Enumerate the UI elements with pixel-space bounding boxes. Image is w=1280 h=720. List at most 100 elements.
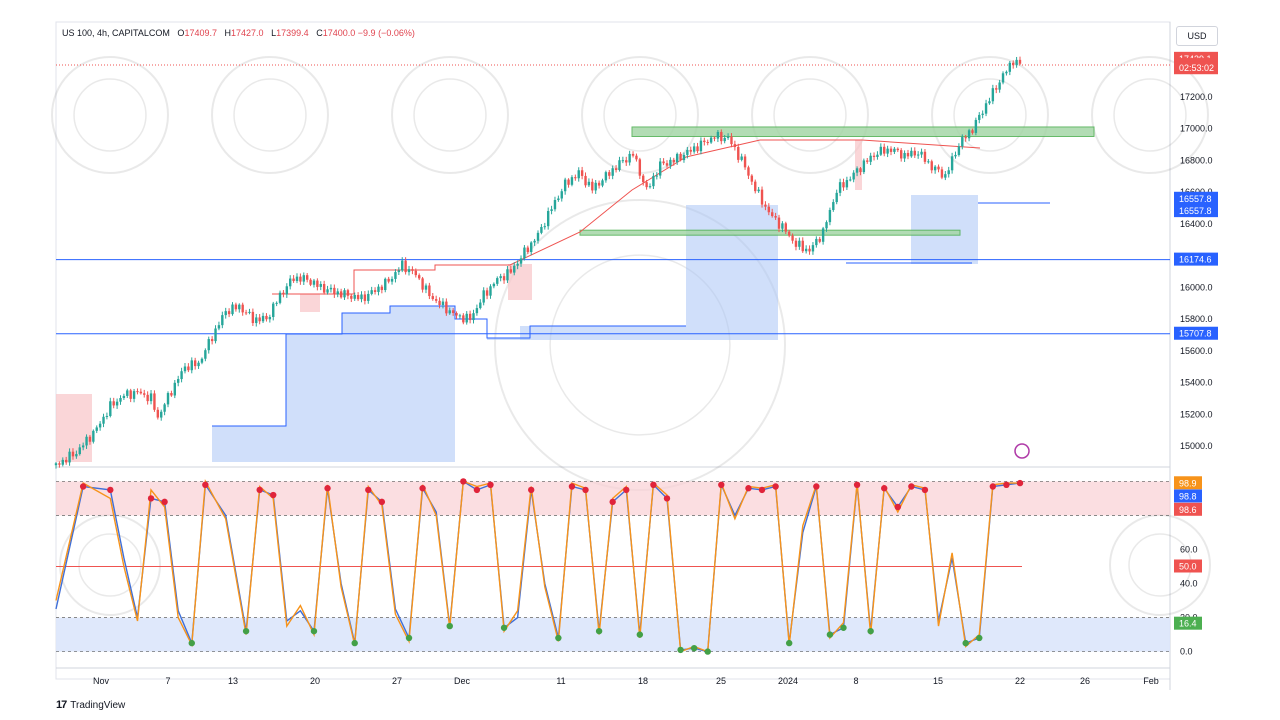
candle (944, 171, 947, 181)
candle-body (889, 148, 893, 152)
candle (764, 201, 767, 211)
candle (272, 301, 275, 321)
candle-body (367, 293, 370, 301)
candle-body (1008, 62, 1012, 72)
candle (295, 273, 299, 284)
candle-body (210, 339, 214, 342)
overbought-marker (1003, 481, 1010, 489)
oscillator-tag-box (1174, 489, 1202, 503)
candle (421, 276, 424, 293)
candle-body (733, 144, 737, 148)
candle-body (655, 175, 659, 177)
change-value: −9.9 (−0.06%) (357, 28, 415, 38)
tradingview-label: TradingView (70, 699, 126, 711)
candle (774, 212, 777, 220)
candle-body (967, 130, 971, 139)
candle-body (289, 278, 292, 287)
candle-body (221, 315, 224, 326)
oversold-marker (636, 631, 644, 638)
price-tag-label: 16174.6 (1179, 255, 1212, 265)
candle (451, 308, 455, 316)
candle (350, 293, 353, 303)
time-tick-label: 13 (228, 676, 238, 686)
candle-body (136, 391, 139, 393)
candle-body (112, 401, 115, 406)
candle (964, 134, 967, 142)
candle-body (356, 294, 360, 300)
watermark-ring (51, 56, 169, 174)
candle (523, 245, 526, 261)
overbought-marker (161, 498, 168, 506)
candle (190, 357, 193, 374)
candle (625, 156, 628, 166)
candle-body (496, 278, 499, 284)
candle-body (465, 313, 468, 323)
time-tick-label: Nov (93, 676, 110, 686)
candle-body (584, 175, 587, 186)
candle (170, 390, 173, 397)
candle (828, 207, 832, 226)
overbought-marker (989, 483, 997, 490)
candle-body (445, 301, 448, 314)
watermark-inner-ring (1113, 78, 1187, 152)
candle-body (319, 284, 322, 287)
candle-body (872, 155, 876, 157)
oversold-band (56, 617, 1170, 652)
candle (302, 272, 305, 286)
candle (713, 136, 716, 142)
candle-body (468, 313, 472, 321)
candle (292, 275, 295, 283)
candle (431, 292, 434, 301)
candle (278, 290, 282, 305)
candle-body (720, 131, 723, 142)
overbought-marker (79, 483, 87, 490)
candle (519, 255, 523, 267)
candle (370, 286, 373, 296)
candle (672, 157, 675, 166)
overbought-marker (324, 485, 331, 492)
candle (207, 336, 210, 354)
candle (957, 143, 961, 157)
candle-body (614, 168, 618, 171)
price-tag-box (1174, 61, 1218, 75)
candle (516, 260, 519, 270)
oscillator-fast-line (55, 479, 1020, 653)
candle-body (153, 393, 156, 410)
time-tick-label: 2024 (778, 676, 798, 686)
candle-body (380, 286, 384, 291)
candle-body (513, 265, 516, 273)
candle-body (360, 294, 363, 300)
candle-body (312, 280, 316, 285)
candle-body (675, 153, 679, 163)
overbought-marker (582, 486, 589, 494)
symbol-label: US 100, 4h, CAPITALCOM (62, 28, 170, 38)
candle-body (462, 315, 465, 323)
price-tag-label: 02:53:02 (1179, 63, 1214, 73)
overbought-marker (745, 485, 752, 492)
price-tick-label: 15400.0 (1180, 378, 1213, 388)
time-tick-label: 11 (556, 676, 565, 686)
candle-body (207, 339, 210, 351)
currency-button[interactable]: USD (1176, 26, 1218, 46)
candle-body (404, 260, 407, 273)
candle (757, 186, 760, 193)
time-tick-label: 20 (310, 676, 320, 686)
candle-body (574, 177, 577, 179)
candle (852, 170, 855, 183)
candle-body (390, 278, 394, 282)
candle-body (608, 172, 611, 176)
candle-body (713, 137, 716, 139)
candle-body (984, 103, 988, 114)
candle (988, 97, 991, 105)
candle-body (122, 395, 126, 399)
candle-body (903, 152, 906, 159)
candle-body (343, 290, 346, 298)
tradingview-logo[interactable]: 17 TradingView (56, 699, 125, 711)
candle (754, 179, 757, 194)
candle-body (299, 276, 302, 282)
candle (706, 139, 709, 146)
candle (682, 152, 686, 163)
candle-body (920, 151, 923, 155)
candle-body (190, 360, 193, 371)
